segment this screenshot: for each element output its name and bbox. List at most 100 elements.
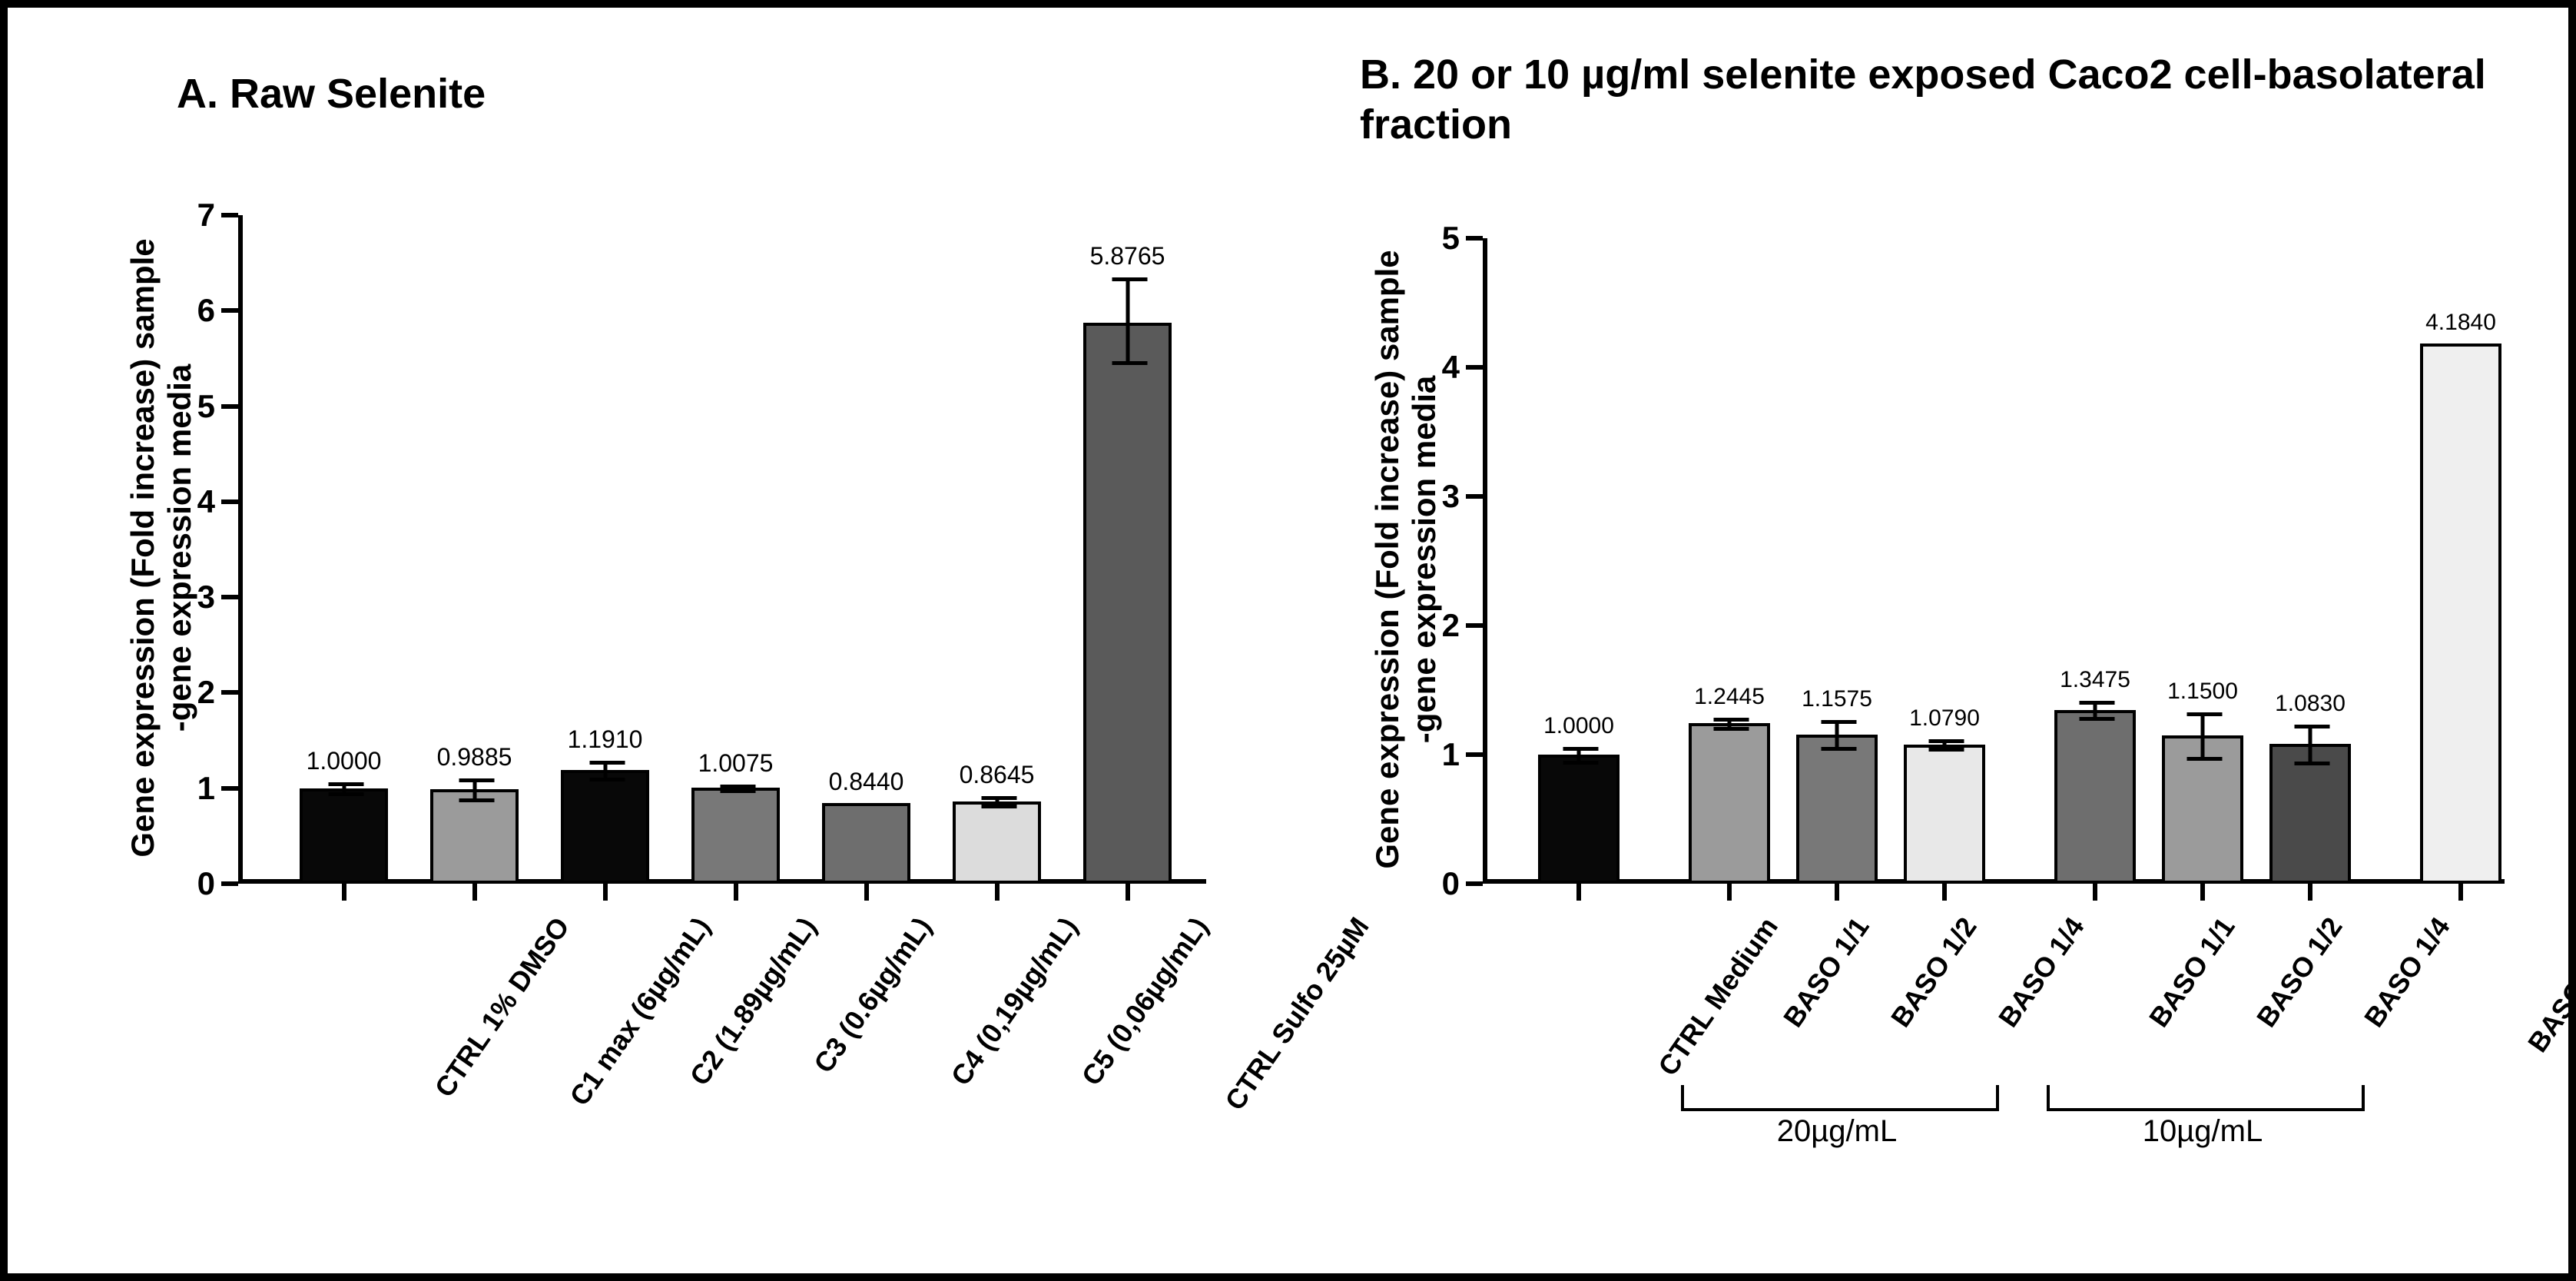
panel-b-x-axis xyxy=(1483,879,2505,884)
panel-b-errorbar xyxy=(2094,701,2097,719)
panel-b-y-label-line1: Gene expression (Fold increase) sample xyxy=(1369,237,1406,882)
panel-a-errorbar xyxy=(603,761,607,780)
panel-b-xtick xyxy=(2458,884,2463,901)
panel-b-category-label: BASO Sulfo xyxy=(2521,911,2576,1058)
panel-b-xtick xyxy=(1942,884,1947,901)
panel-b-group-label: 10µg/mL xyxy=(2143,1114,2263,1149)
panel-b-category-label: BASO 1/2 xyxy=(2250,911,2349,1033)
panel-a-ytick xyxy=(221,213,238,217)
panel-b-xtick xyxy=(2200,884,2205,901)
panel-a-xtick xyxy=(342,884,346,901)
panel-a-category-label: C3 (0.6µg/mL) xyxy=(807,911,937,1079)
panel-b-group-bracket xyxy=(1681,1085,1999,1111)
panel-a-value-label: 5.8765 xyxy=(1090,242,1165,270)
panel-b-xtick xyxy=(2093,884,2097,901)
panel-a-errorbar xyxy=(342,782,346,794)
panel-a-bar xyxy=(953,801,1041,884)
panel-a-ytick xyxy=(221,499,238,504)
panel-a-category-label: CTRL 1% DMSO xyxy=(428,911,575,1103)
panel-a-ytick xyxy=(221,404,238,409)
panel-b-ytick xyxy=(1466,623,1483,628)
panel-b-errorbar xyxy=(1943,739,1947,749)
panel-b: B. 20 or 10 µg/ml selenite exposed Caco2… xyxy=(1252,8,2568,1273)
panel-b-group-label: 20µg/mL xyxy=(1777,1114,1897,1149)
panel-b-ytick xyxy=(1466,494,1483,499)
panel-b-errorbar xyxy=(1835,720,1839,748)
panel-a-xtick xyxy=(603,884,608,901)
panel-b-xtick xyxy=(1835,884,1839,901)
panel-a-bar xyxy=(430,789,519,884)
panel-a-value-label: 1.0000 xyxy=(307,747,382,775)
panel-a: A. Raw Selenite 012345671.0000CTRL 1% DM… xyxy=(8,8,1252,1273)
panel-a-value-label: 0.8440 xyxy=(829,768,904,796)
panel-a-bar xyxy=(561,770,649,884)
panel-b-plot: 0123451.0000CTRL Medium1.2445BASO 1/11.1… xyxy=(1483,238,2505,884)
panel-a-errorbar xyxy=(734,785,738,790)
panel-a-value-label: 0.9885 xyxy=(437,743,512,772)
panel-b-errorbar xyxy=(2309,725,2312,763)
panel-a-bar xyxy=(822,803,910,884)
panel-b-errorbar xyxy=(2201,712,2205,758)
panel-a-y-label-line1: Gene expression (Fold increase) sample xyxy=(124,214,161,882)
panel-a-ytick xyxy=(221,786,238,791)
panel-b-value-label: 4.1840 xyxy=(2425,310,2496,336)
panel-b-xtick xyxy=(1727,884,1732,901)
panel-a-bar xyxy=(691,788,780,884)
panel-b-value-label: 1.0830 xyxy=(2275,691,2346,717)
panel-a-y-axis xyxy=(238,215,243,884)
panel-a-y-label-line2: -gene expression media xyxy=(161,214,198,882)
panel-a-value-label: 0.8645 xyxy=(960,761,1035,789)
panel-b-title: B. 20 or 10 µg/ml selenite exposed Caco2… xyxy=(1360,50,2512,150)
panel-b-y-axis xyxy=(1483,238,1487,884)
panel-b-bar xyxy=(2054,710,2136,884)
panel-b-value-label: 1.0000 xyxy=(1543,713,1614,739)
panel-a-errorbar xyxy=(472,778,476,799)
panel-a-xtick xyxy=(1126,884,1130,901)
panel-b-y-label-line2: -gene expression media xyxy=(1406,237,1443,882)
panel-a-xtick xyxy=(734,884,738,901)
panel-b-xtick xyxy=(2308,884,2312,901)
panel-b-bar xyxy=(1689,723,1770,884)
panel-b-ytick xyxy=(1466,752,1483,757)
panel-b-ytick xyxy=(1466,881,1483,886)
panel-b-value-label: 1.2445 xyxy=(1694,684,1765,710)
panel-b-category-label: BASO 1/4 xyxy=(1992,911,2091,1033)
panel-a-xtick xyxy=(472,884,477,901)
panel-b-value-label: 1.1500 xyxy=(2167,679,2238,705)
panel-a-y-label: Gene expression (Fold increase) sample -… xyxy=(124,214,198,882)
panel-a-bar xyxy=(300,788,388,884)
panel-b-category-label: BASO 1/1 xyxy=(1777,911,1876,1033)
panel-a-xtick xyxy=(995,884,1000,901)
panel-a-xtick xyxy=(864,884,869,901)
panel-b-ytick xyxy=(1466,365,1483,370)
panel-a-errorbar xyxy=(995,796,999,805)
panel-a-errorbar xyxy=(1126,277,1129,363)
panel-a-ytick xyxy=(221,595,238,599)
panel-b-bar xyxy=(2420,343,2501,884)
panel-b-bar xyxy=(1904,745,1985,884)
panel-b-category-label: CTRL Medium xyxy=(1652,911,1785,1082)
panel-b-xtick xyxy=(1576,884,1581,901)
panel-a-title: A. Raw Selenite xyxy=(177,69,486,119)
panel-b-category-label: BASO 1/4 xyxy=(2358,911,2457,1033)
panel-b-bar xyxy=(1538,755,1620,884)
panel-a-ytick xyxy=(221,881,238,886)
panel-b-bar xyxy=(1796,735,1878,884)
panel-b-value-label: 1.0790 xyxy=(1909,705,1980,732)
panel-a-plot: 012345671.0000CTRL 1% DMSO0.9885C1 max (… xyxy=(238,215,1206,884)
panel-b-errorbar xyxy=(1577,747,1581,762)
panel-b-category-label: BASO 1/2 xyxy=(1885,911,1984,1033)
panel-a-ytick xyxy=(221,308,238,313)
panel-a-value-label: 1.1910 xyxy=(568,725,643,754)
panel-b-errorbar xyxy=(1728,718,1732,728)
panel-b-category-label: BASO 1/1 xyxy=(2143,911,2242,1033)
panel-a-category-label: C4 (0,19µg/mL) xyxy=(944,911,1084,1091)
panel-b-group-bracket xyxy=(2047,1085,2365,1111)
panel-a-category-label: C1 max (6µg/mL) xyxy=(563,911,717,1112)
figure-frame: A. Raw Selenite 012345671.0000CTRL 1% DM… xyxy=(0,0,2576,1281)
panel-a-category-label: C5 (0,06µg/mL) xyxy=(1075,911,1215,1091)
panel-b-ytick xyxy=(1466,236,1483,241)
panel-a-value-label: 1.0075 xyxy=(698,749,774,778)
panel-a-bar xyxy=(1083,323,1172,884)
panel-a-ytick xyxy=(221,690,238,695)
